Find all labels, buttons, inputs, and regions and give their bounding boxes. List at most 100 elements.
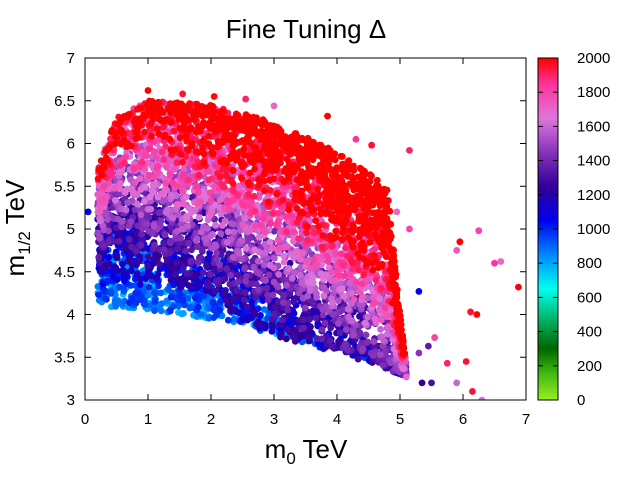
scatter-point bbox=[184, 222, 192, 230]
scatter-point bbox=[271, 254, 278, 262]
scatter-point bbox=[146, 193, 154, 201]
scatter-point bbox=[156, 105, 164, 113]
scatter-point bbox=[151, 298, 159, 306]
scatter-point bbox=[262, 277, 270, 284]
scatter-point bbox=[342, 244, 349, 252]
chart-title: Fine Tuning Δ bbox=[226, 14, 386, 44]
scatter-point bbox=[251, 165, 259, 173]
scatter-point bbox=[309, 274, 317, 282]
scatter-point bbox=[241, 215, 249, 222]
scatter-point bbox=[280, 252, 288, 260]
scatter-point bbox=[348, 259, 356, 267]
scatter-point bbox=[338, 236, 346, 243]
scatter-point bbox=[329, 235, 337, 243]
scatter-point bbox=[335, 320, 342, 327]
scatter-point bbox=[229, 180, 237, 188]
scatter-point bbox=[107, 290, 115, 297]
scatter-point bbox=[315, 191, 323, 199]
scatter-point bbox=[399, 364, 407, 372]
scatter-point bbox=[180, 200, 188, 208]
scatter-point bbox=[304, 236, 311, 244]
scatter-point bbox=[214, 143, 222, 151]
scatter-point bbox=[212, 221, 220, 229]
scatter-point bbox=[257, 222, 265, 229]
scatter-point bbox=[169, 214, 177, 222]
scatter-point bbox=[268, 327, 276, 335]
scatter-point bbox=[339, 229, 346, 236]
scatter-point bbox=[151, 289, 159, 297]
scatter-point bbox=[352, 278, 360, 286]
scatter-point bbox=[119, 260, 126, 268]
scatter-point bbox=[331, 156, 339, 164]
scatter-point bbox=[241, 119, 249, 127]
scatter-point bbox=[142, 275, 150, 282]
scatter-point bbox=[172, 271, 180, 278]
scatter-point bbox=[211, 287, 219, 295]
scatter-point bbox=[200, 150, 208, 158]
scatter-point bbox=[283, 276, 291, 284]
scatter-point bbox=[252, 144, 260, 152]
scatter-point bbox=[304, 279, 312, 286]
scatter-point bbox=[314, 321, 322, 329]
scatter-point bbox=[319, 311, 327, 319]
scatter-point bbox=[191, 294, 199, 302]
scatter-point bbox=[137, 186, 145, 193]
scatter-point bbox=[174, 99, 181, 107]
scatter-point bbox=[226, 303, 234, 310]
scatter-point bbox=[295, 235, 303, 243]
scatter-point bbox=[251, 246, 259, 254]
scatter-point bbox=[160, 133, 168, 140]
scatter-point bbox=[284, 243, 291, 251]
scatter-point bbox=[299, 209, 307, 217]
scatter-point bbox=[263, 254, 271, 262]
scatter-point bbox=[146, 127, 153, 135]
scatter-point bbox=[359, 345, 367, 353]
scatter-point bbox=[269, 209, 277, 217]
scatter-point bbox=[270, 278, 278, 286]
scatter-point bbox=[148, 229, 156, 237]
scatter-point bbox=[122, 244, 129, 251]
scatter-point bbox=[305, 200, 313, 207]
scatter-point bbox=[328, 277, 335, 285]
scatter-point bbox=[361, 319, 369, 327]
scatter-point bbox=[255, 176, 262, 184]
scatter-point bbox=[197, 199, 205, 207]
scatter-point bbox=[151, 241, 158, 249]
scatter-point bbox=[307, 323, 314, 331]
scatter-point bbox=[219, 222, 226, 229]
scatter-point bbox=[301, 304, 309, 312]
scatter-point bbox=[246, 227, 254, 235]
scatter-point bbox=[185, 239, 193, 247]
scatter-point bbox=[297, 331, 305, 339]
scatter-point bbox=[262, 249, 269, 256]
scatter-point bbox=[304, 292, 312, 300]
scatter-point bbox=[370, 252, 378, 259]
scatter-point bbox=[204, 255, 212, 262]
scatter-point bbox=[160, 246, 168, 254]
scatter-point bbox=[203, 262, 210, 269]
scatter-point bbox=[155, 209, 163, 217]
scatter-point bbox=[243, 303, 251, 311]
scatter-point bbox=[105, 260, 113, 268]
scatter-point bbox=[202, 235, 210, 243]
scatter-point bbox=[195, 123, 202, 130]
scatter-point bbox=[267, 219, 274, 227]
scatter-point bbox=[176, 291, 184, 299]
scatter-point bbox=[229, 167, 237, 175]
scatter-point bbox=[237, 227, 244, 234]
scatter-point bbox=[242, 277, 250, 285]
scatter-point bbox=[222, 166, 230, 174]
scatter-point bbox=[206, 189, 214, 197]
scatter-point bbox=[378, 316, 385, 324]
scatter-point bbox=[342, 326, 350, 333]
scatter-point bbox=[111, 140, 119, 148]
scatter-point bbox=[261, 321, 269, 328]
scatter-point bbox=[235, 249, 243, 257]
scatter-point bbox=[324, 258, 332, 265]
scatter-point bbox=[275, 271, 283, 278]
scatter-point bbox=[162, 143, 170, 150]
scatter-point bbox=[95, 291, 102, 298]
scatter-point bbox=[233, 153, 241, 161]
scatter-point bbox=[273, 221, 280, 229]
scatter-point bbox=[144, 245, 152, 253]
